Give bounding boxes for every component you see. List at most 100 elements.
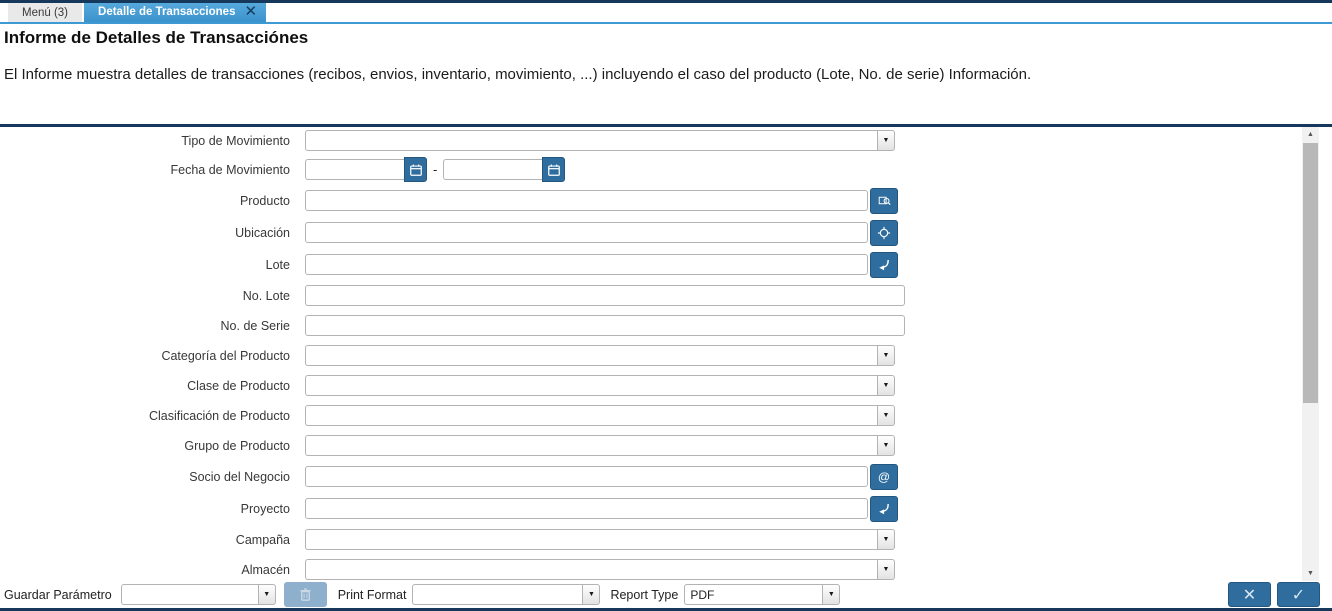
field-label: Producto xyxy=(239,193,290,208)
field-label: Clasificación de Producto xyxy=(148,408,290,423)
producto-input[interactable] xyxy=(305,190,868,211)
no-de-serie-input[interactable] xyxy=(305,315,905,336)
field-label: Tipo de Movimiento xyxy=(181,133,290,148)
tab-detalle-label: Detalle de Transacciones xyxy=(98,5,236,18)
field-label: Clase de Producto xyxy=(187,378,290,393)
socio-del-negocio-search-button[interactable]: @ xyxy=(870,463,898,490)
lote-input[interactable] xyxy=(305,254,868,275)
clasificacion-de-producto-combobox: ▼ xyxy=(305,405,895,426)
socio-del-negocio-input[interactable] xyxy=(305,466,868,487)
field-label: Grupo de Producto xyxy=(184,438,290,453)
dropdown-arrow-button[interactable]: ▼ xyxy=(257,584,276,605)
no-lote-input[interactable] xyxy=(305,285,905,306)
chevron-down-icon: ▼ xyxy=(882,137,890,144)
grupo-de-producto-combobox: ▼ xyxy=(305,435,895,456)
fecha-hasta-input[interactable] xyxy=(443,159,543,180)
scroll-down-button[interactable]: ▼ xyxy=(1302,566,1319,581)
dropdown-arrow-button[interactable]: ▼ xyxy=(877,130,895,151)
print-format-input[interactable] xyxy=(412,584,583,605)
campana-combobox: ▼ xyxy=(305,529,895,550)
proyecto-input[interactable] xyxy=(305,498,868,519)
dropdown-arrow-button[interactable]: ▼ xyxy=(877,559,895,580)
form-row-socio-del-negocio: Socio del Negocio @ xyxy=(0,463,1332,490)
campana-input[interactable] xyxy=(305,529,877,550)
scrollbar-thumb[interactable] xyxy=(1303,143,1318,403)
chevron-down-icon: ▼ xyxy=(263,591,271,598)
confirm-button[interactable]: ✓ xyxy=(1277,582,1320,607)
product-search-icon xyxy=(878,196,891,205)
chevron-down-icon: ▼ xyxy=(882,382,890,389)
tab-menu-label: Menú (3) xyxy=(22,6,69,19)
clasificacion-de-producto-input[interactable] xyxy=(305,405,877,426)
calendar-button[interactable] xyxy=(542,157,566,182)
report-type-combobox: PDF ▼ xyxy=(684,584,841,605)
ubicacion-input[interactable] xyxy=(305,222,868,243)
dropdown-arrow-button[interactable]: ▼ xyxy=(877,345,895,366)
categoria-del-producto-combobox: ▼ xyxy=(305,345,895,366)
cancel-button[interactable]: ✕ xyxy=(1228,582,1271,607)
field-label: No. de Serie xyxy=(220,318,290,333)
tipo-de-movimiento-combobox: ▼ xyxy=(305,130,895,151)
business-partner-icon: @ xyxy=(877,469,891,484)
zoom-arrow-icon xyxy=(878,504,889,515)
report-type-label: Report Type xyxy=(610,587,679,602)
parameter-form-panel: Tipo de Movimiento ▼ Fecha de Movimiento… xyxy=(0,124,1332,581)
chevron-down-icon: ▼ xyxy=(827,591,835,598)
dropdown-arrow-button[interactable]: ▼ xyxy=(877,529,895,550)
chevron-down-icon: ▼ xyxy=(882,412,890,419)
footer-bar: Guardar Parámetro ▼ Print Format ▼ Repor… xyxy=(0,581,1332,608)
producto-search-button[interactable] xyxy=(870,187,898,214)
report-type-value[interactable]: PDF xyxy=(684,584,823,605)
lote-zoom-button[interactable] xyxy=(870,251,898,278)
form-row-proyecto: Proyecto xyxy=(0,495,1332,522)
scroll-down-icon: ▼ xyxy=(1307,570,1314,577)
chevron-down-icon: ▼ xyxy=(882,442,890,449)
ubicacion-locator-button[interactable] xyxy=(870,219,898,246)
categoria-del-producto-input[interactable] xyxy=(305,345,877,366)
tipo-de-movimiento-input[interactable] xyxy=(305,130,877,151)
dropdown-arrow-button[interactable]: ▼ xyxy=(877,375,895,396)
clase-de-producto-combobox: ▼ xyxy=(305,375,895,396)
field-label: Socio del Negocio xyxy=(189,469,290,484)
close-tab-icon[interactable]: ✕ xyxy=(244,3,258,20)
chevron-down-icon: ▼ xyxy=(882,536,890,543)
calendar-icon xyxy=(409,164,422,176)
proyecto-zoom-button[interactable] xyxy=(870,495,898,522)
form-row-no-lote: No. Lote xyxy=(0,282,1332,309)
dropdown-arrow-button[interactable]: ▼ xyxy=(582,584,601,605)
save-parameter-input[interactable] xyxy=(120,584,258,605)
delete-parameter-button[interactable] xyxy=(283,582,327,607)
tab-menu[interactable]: Menú (3) xyxy=(8,3,83,22)
calendar-button[interactable] xyxy=(404,157,427,182)
field-label: Almacén xyxy=(241,562,290,577)
field-label: Ubicación xyxy=(235,225,290,240)
fecha-desde-input[interactable] xyxy=(305,159,404,180)
chevron-down-icon: ▼ xyxy=(587,591,595,598)
almacen-input[interactable] xyxy=(305,559,877,580)
save-parameter-combobox: ▼ xyxy=(120,584,276,605)
dropdown-arrow-button[interactable]: ▼ xyxy=(877,405,895,426)
print-format-combobox: ▼ xyxy=(412,584,601,605)
clase-de-producto-input[interactable] xyxy=(305,375,877,396)
form-row-fecha-de-movimiento: Fecha de Movimiento - xyxy=(0,156,1332,183)
chevron-down-icon: ▼ xyxy=(882,352,890,359)
grupo-de-producto-input[interactable] xyxy=(305,435,877,456)
tab-detalle-de-transacciones[interactable]: Detalle de Transacciones ✕ xyxy=(84,3,267,22)
vertical-scrollbar[interactable]: ▲ ▼ xyxy=(1302,127,1319,581)
check-icon: ✓ xyxy=(1291,586,1306,604)
cancel-icon: ✕ xyxy=(1242,586,1257,604)
save-parameter-label: Guardar Parámetro xyxy=(4,587,112,602)
field-label: Fecha de Movimiento xyxy=(170,162,290,177)
form-row-producto: Producto xyxy=(0,187,1332,214)
field-label: Categoría del Producto xyxy=(161,348,290,363)
tab-bar: Menú (3) Detalle de Transacciones ✕ xyxy=(0,3,1332,24)
form-row-no-de-serie: No. de Serie xyxy=(0,312,1332,339)
form-row-clasificacion-de-producto: Clasificación de Producto ▼ xyxy=(0,402,1332,429)
form-row-campana: Campaña ▼ xyxy=(0,526,1332,553)
scroll-up-button[interactable]: ▲ xyxy=(1302,127,1319,142)
form-row-clase-de-producto: Clase de Producto ▼ xyxy=(0,372,1332,399)
almacen-combobox: ▼ xyxy=(305,559,895,580)
dropdown-arrow-button[interactable]: ▼ xyxy=(877,435,895,456)
form-row-grupo-de-producto: Grupo de Producto ▼ xyxy=(0,432,1332,459)
dropdown-arrow-button[interactable]: ▼ xyxy=(822,584,841,605)
